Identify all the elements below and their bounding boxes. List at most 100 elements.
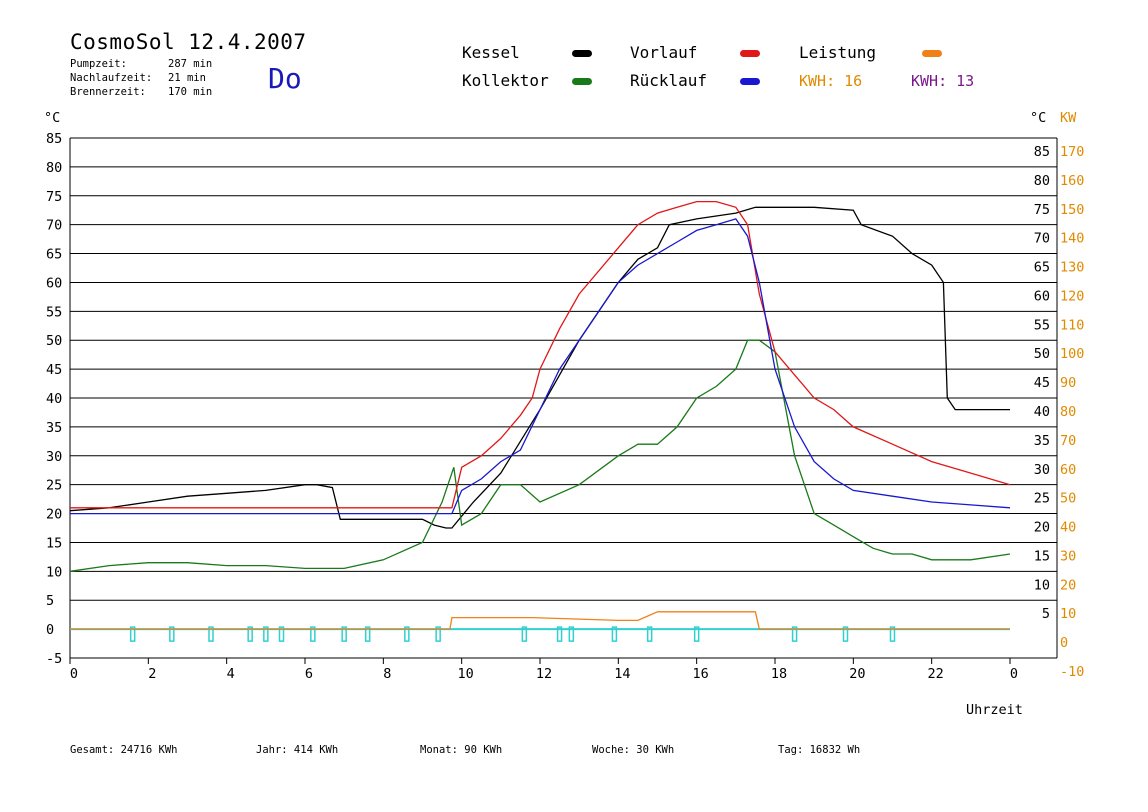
series-vorlauf: [70, 200, 1011, 509]
y2-tick-label: 10: [1060, 606, 1076, 622]
y-tick-label-left: 85: [46, 131, 62, 147]
pump-marker: [791, 626, 798, 642]
pump-marker: [263, 626, 269, 642]
y-tick-label-left: 75: [46, 189, 62, 205]
y2-tick-label: 140: [1060, 231, 1084, 247]
stat-label: Pumpzeit:: [70, 58, 127, 70]
pump-marker: [693, 626, 700, 642]
legend-leistung-swatch: [922, 50, 942, 57]
y-tick-label-left: 70: [46, 218, 62, 234]
pump-marker: [310, 626, 316, 642]
x-tick-label: 6: [305, 666, 313, 682]
x-tick-label: 20: [849, 666, 865, 682]
pump-marker: [278, 626, 285, 642]
footer-woche: Woche: 30 KWh: [592, 744, 675, 756]
x-tick-label: 0: [70, 666, 78, 682]
y-tick-label-left: 25: [46, 478, 62, 494]
pump-marker: [556, 626, 563, 642]
series-leistung: [70, 611, 1010, 630]
y2-tick-label: 170: [1060, 144, 1084, 160]
left-axis-unit: °C: [44, 110, 61, 126]
x-tick-label: 2: [148, 666, 156, 682]
y-tick-label-left: 0: [46, 622, 54, 638]
x-tick-label: 10: [458, 666, 474, 682]
right-axis-unit-kw: KW: [1060, 110, 1077, 126]
stat-value: 287 min: [168, 58, 213, 70]
y-tick-label-left: 30: [46, 449, 62, 465]
y2-tick-label: 80: [1060, 404, 1076, 420]
pump-marker: [611, 626, 618, 642]
y-tick-label-left: -5: [46, 651, 62, 667]
footer-tag: Tag: 16832 Wh: [778, 744, 861, 756]
pump-marker: [435, 626, 441, 642]
y2-tick-label: 40: [1060, 520, 1076, 536]
y2-tick-label: 130: [1060, 260, 1084, 276]
x-axis-label: Uhrzeit: [966, 702, 1023, 718]
y-tick-label-left: 20: [46, 507, 62, 523]
y-tick-label-left: 45: [46, 362, 62, 378]
y-tick-label-left: 35: [46, 420, 62, 436]
chart-title: CosmoSol 12.4.2007: [70, 30, 307, 54]
y-tick-label-left: 40: [46, 391, 62, 407]
pump-marker: [889, 626, 896, 642]
footer-gesamt: Gesamt: 24716 KWh: [70, 744, 178, 756]
y-tick-label-left: 65: [46, 247, 62, 263]
y-tick-label-right: 50: [1034, 346, 1050, 362]
y-tick-label-left: 5: [46, 593, 54, 609]
pump-marker: [129, 626, 136, 642]
legend-kessel-swatch: [572, 50, 592, 57]
stat-label: Nachlaufzeit:: [70, 72, 153, 84]
legend-ruecklauf-label: Rücklauf: [630, 71, 708, 90]
y2-tick-label: 160: [1060, 173, 1084, 189]
x-tick-label: 4: [227, 666, 235, 682]
y2-tick-label: -10: [1060, 664, 1084, 680]
y-tick-label-left: 15: [46, 535, 62, 551]
kwh-purple-label: KWH: 13: [911, 72, 975, 90]
right-axis-unit-c: °C: [1030, 110, 1047, 126]
pump-marker: [247, 626, 253, 642]
stat-label: Brennerzeit:: [70, 86, 146, 98]
y-tick-label-right: 55: [1034, 317, 1050, 333]
y-tick-label-right: 10: [1034, 577, 1050, 593]
y2-tick-label: 70: [1060, 433, 1076, 449]
y2-tick-label: 110: [1060, 317, 1084, 333]
y-tick-label-right: 75: [1034, 202, 1050, 218]
legend-kessel-label: Kessel: [462, 43, 520, 62]
y-tick-label-right: 35: [1034, 433, 1050, 449]
y-tick-label-left: 55: [46, 304, 62, 320]
x-tick-label: 0: [1010, 666, 1018, 682]
y-tick-label-right: 60: [1034, 288, 1050, 304]
series-kollektor: [69, 339, 1011, 572]
y2-tick-label: 20: [1060, 577, 1076, 593]
y-tick-label-left: 10: [46, 564, 62, 580]
x-tick-label: 12: [536, 666, 552, 682]
y-tick-label-right: 65: [1034, 260, 1050, 276]
pump-marker: [646, 626, 653, 642]
y2-tick-label: 0: [1060, 635, 1068, 651]
y-tick-label-right: 70: [1034, 231, 1050, 247]
stat-value: 21 min: [168, 72, 206, 84]
y2-tick-label: 60: [1060, 462, 1076, 478]
footer-monat: Monat: 90 KWh: [420, 744, 503, 756]
footer-jahr: Jahr: 414 KWh: [256, 744, 339, 756]
pump-marker: [341, 626, 347, 642]
legend-kollektor-swatch: [572, 78, 592, 85]
y-tick-label-right: 45: [1034, 375, 1050, 391]
pump-marker: [842, 626, 849, 642]
y-tick-label-right: 20: [1034, 520, 1050, 536]
y-tick-label-left: 50: [46, 333, 62, 349]
kwh-orange-label: KWH: 16: [799, 72, 863, 90]
series-ruecklauf: [70, 218, 1011, 515]
y2-tick-label: 150: [1060, 202, 1084, 218]
y-tick-label-left: 60: [46, 275, 62, 291]
stat-value: 170 min: [168, 86, 213, 98]
x-tick-label: 18: [771, 666, 787, 682]
y-tick-label-right: 15: [1034, 548, 1050, 564]
y-tick-label-left: 80: [46, 160, 62, 176]
pump-marker: [521, 626, 528, 642]
pump-marker: [169, 626, 175, 642]
y2-tick-label: 120: [1060, 288, 1084, 304]
pump-marker: [208, 626, 214, 642]
y-tick-label-right: 80: [1034, 173, 1050, 189]
